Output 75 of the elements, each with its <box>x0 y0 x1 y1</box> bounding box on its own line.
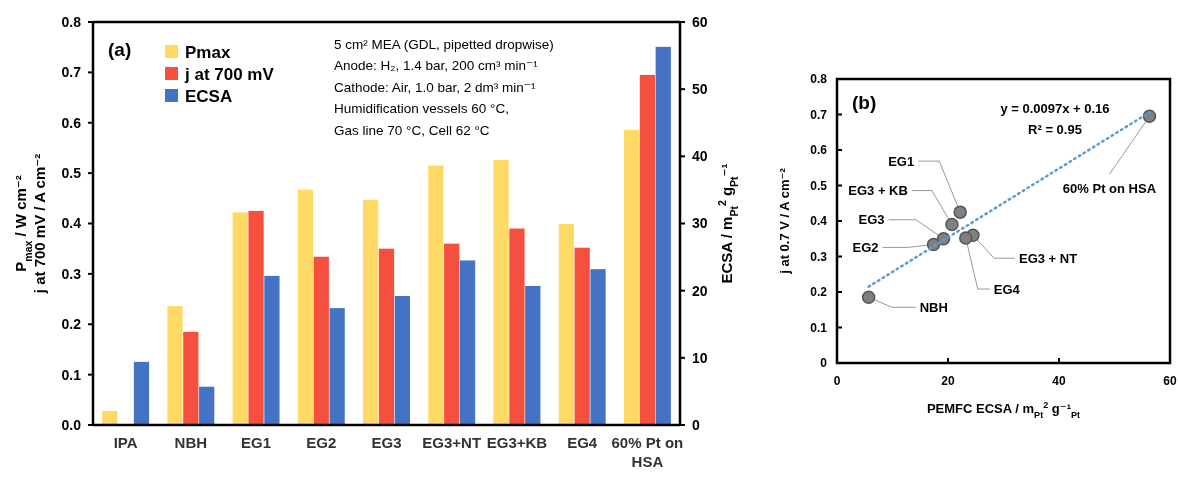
y-tick-label: 0.1 <box>61 366 82 383</box>
bar <box>363 199 379 425</box>
legend-label: j at 700 mV <box>184 64 275 84</box>
text: (a) <box>108 39 132 60</box>
point <box>945 217 959 232</box>
x-tick-label: EG3+KB <box>486 434 548 451</box>
y-tick-label: 0.5 <box>61 165 82 182</box>
annotation: R² = 0.95 <box>1028 122 1082 137</box>
bar <box>183 331 199 425</box>
x-tick-label: EG3+NT <box>422 434 482 451</box>
y2-tick-label: 0 <box>692 416 700 433</box>
annotation: EG3 + NT <box>1018 250 1078 266</box>
annotation: NBH <box>919 299 948 315</box>
y2-tick-label: 20 <box>692 282 708 299</box>
y-tick-label: 0.7 <box>810 107 828 122</box>
annotation: EG2 <box>852 239 879 255</box>
bar <box>428 165 444 425</box>
y-tick-label: 0.1 <box>810 320 828 335</box>
x-tick-label: EG4 <box>567 434 598 451</box>
y-tick-label: 0 <box>820 356 828 371</box>
bar <box>493 160 509 425</box>
annotation: EG3 <box>858 212 885 228</box>
y-tick-label: 0.7 <box>61 64 82 81</box>
y-tick-label: 0.2 <box>810 285 828 300</box>
bar <box>167 306 183 425</box>
y-tick-label: 0.8 <box>61 13 82 30</box>
point <box>953 205 967 219</box>
annotation: Cathode: Air, 1.0 bar, 2 dm³ min⁻¹ <box>334 79 536 95</box>
point <box>959 231 973 245</box>
y-axis-title: j at 0.7 V / A cm⁻² <box>777 167 792 275</box>
y-tick-label: 0.3 <box>810 249 828 264</box>
annotation: Humidification vessels 60 °C, <box>334 101 509 117</box>
bar <box>102 410 118 425</box>
x-axis-title: PEMFC ECSA / m$_{Pt}$$^{2}$ g⁻¹$_{Pt}$ <box>926 400 1081 420</box>
text: (b) <box>852 92 877 113</box>
annotation: 60% Pt on HSA <box>1062 180 1157 196</box>
y-tick-label: 0.2 <box>61 316 82 333</box>
x-tick-label: 60 <box>1163 374 1177 388</box>
x-tick-label: 40 <box>1052 374 1066 388</box>
annotation: y = 0.0097x + 0.16 <box>1000 101 1110 116</box>
y2-tick-label: 40 <box>692 148 708 165</box>
x-tick-label: EG2 <box>306 434 337 451</box>
annotation: EG1 <box>888 153 915 169</box>
legend-label: Pmax <box>185 42 231 62</box>
annotation: Gas line 70 °C, Cell 62 °C <box>334 122 490 138</box>
annotation: Anode: H₂, 1.4 bar, 200 cm³ min⁻¹ <box>334 58 539 74</box>
annotation: EG3 + KB <box>848 183 908 199</box>
x-tick-label: NBH <box>174 434 208 451</box>
bar <box>623 129 640 425</box>
bar <box>133 361 150 425</box>
bar <box>558 224 574 425</box>
y-tick-label: 0.8 <box>810 72 828 87</box>
x-tick-label: EG1 <box>241 434 272 451</box>
x-tick-label: IPA <box>113 434 138 451</box>
x-tick-label: EG3 <box>371 434 402 451</box>
y2-tick-label: 50 <box>692 81 708 98</box>
legend-label: ECSA <box>185 86 233 106</box>
x-tick-label: 60% Pt on HSA <box>611 434 684 470</box>
y-tick-label: 0.4 <box>810 214 828 229</box>
y-tick-label: 0.0 <box>61 416 82 433</box>
x-tick-label: 0 <box>833 374 841 388</box>
y2-tick-label: 60 <box>692 13 708 30</box>
y2-tick-label: 10 <box>692 349 708 366</box>
bar <box>232 212 248 425</box>
y-tick-label: 0.6 <box>61 114 82 131</box>
y-tick-label: 0.4 <box>61 215 82 232</box>
y-tick-label: 0.5 <box>810 178 828 193</box>
y2-tick-label: 30 <box>692 215 708 232</box>
y-tick-label: 0.3 <box>61 265 82 282</box>
bar <box>297 189 314 425</box>
annotation: 5 cm² MEA (GDL, pipetted dropwise) <box>334 36 554 52</box>
x-tick-label: 20 <box>941 374 955 388</box>
y-tick-label: 0.6 <box>810 143 828 158</box>
annotation: EG4 <box>993 281 1021 297</box>
point <box>861 290 876 305</box>
